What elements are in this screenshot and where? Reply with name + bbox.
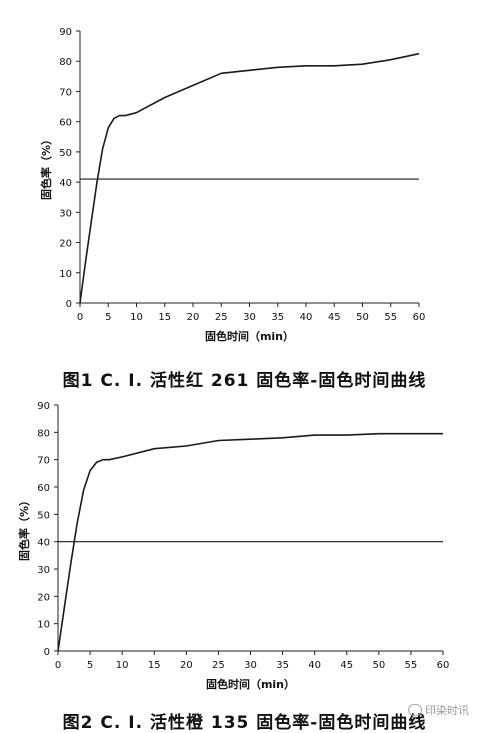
chart1-x-tick-label: 5 [105, 312, 111, 323]
chart2-y-tick-label: 30 [37, 565, 50, 576]
chart2-x-tick-label: 60 [437, 660, 450, 671]
chart1-x-tick-label: 30 [243, 312, 256, 323]
chart1-y-tick-label: 30 [59, 208, 72, 219]
chart2-y-tick-label: 40 [37, 538, 50, 549]
chart1-y-tick-label: 80 [59, 57, 72, 68]
chart2-x-tick-label: 25 [212, 660, 225, 671]
chart1-x-tick-label: 60 [413, 312, 426, 323]
chart2-fixation-rate-line [57, 432, 443, 652]
chart2: 0 5 10 15 20 25 30 35 40 45 50 55 60 0 10 20 30 40 50 60 70 8… [17, 401, 449, 691]
wechat-icon [408, 704, 422, 716]
chart1-x-tick-label: 55 [384, 312, 397, 323]
chart2-x-tick-label: 10 [116, 660, 129, 671]
chart1-caption: 图1 C. I. 活性红 261 固色率-固色时间曲线 [62, 371, 427, 391]
chart1-y-tick-label: 40 [59, 178, 72, 189]
chart2-x-tick-label: 5 [87, 660, 93, 671]
chart1: 0 5 10 15 20 25 30 35 40 45 50 55 60 0 10 20 30 40 50 60 70 8… [39, 27, 425, 343]
chart2-y-tick-label: 20 [37, 592, 50, 603]
chart1-y-tick-label: 60 [59, 118, 72, 129]
chart2-y-axis-label: 固色率（%） [17, 495, 31, 561]
chart1-y-tick-label: 50 [59, 148, 72, 159]
chart1-x-tick-label: 50 [356, 312, 369, 323]
chart1-y-tick-label: 20 [59, 239, 72, 250]
chart2-x-tick-label: 20 [180, 660, 193, 671]
chart2-x-tick-label: 50 [372, 660, 385, 671]
chart1-x-tick-label: 15 [158, 312, 171, 323]
chart2-y-tick-label: 70 [37, 456, 50, 467]
chart1-x-tick-label: 40 [300, 312, 313, 323]
chart1-y-axis-label: 固色率（%） [39, 134, 53, 200]
chart1-x-tick-label: 20 [187, 312, 200, 323]
chart2-y-tick-label: 0 [44, 647, 50, 658]
chart2-y-tick-label: 90 [37, 401, 50, 412]
chart2-x-tick-label: 40 [308, 660, 321, 671]
chart2-x-tick-label: 45 [340, 660, 353, 671]
chart1-y-tick-label: 10 [59, 269, 72, 280]
chart1-x-tick-label: 45 [328, 312, 341, 323]
chart2-y-tick-label: 10 [37, 620, 50, 631]
chart2-y-tick-label: 60 [37, 483, 50, 494]
chart2-x-tick-label: 30 [244, 660, 257, 671]
chart2-x-tick-label: 35 [276, 660, 289, 671]
chart2-x-axis-label: 固色时间（min） [206, 677, 295, 691]
chart2-x-tick-label: 0 [55, 660, 61, 671]
chart1-y-tick-label: 90 [59, 27, 72, 38]
watermark-text: 印染时讯 [425, 704, 469, 717]
chart1-y-tick-label: 70 [59, 87, 72, 98]
watermark: 印染时讯 [408, 702, 469, 718]
chart1-x-tick-label: 10 [130, 312, 143, 323]
chart2-x-tick-label: 55 [405, 660, 418, 671]
chart2-caption: 图2 C. I. 活性橙 135 固色率-固色时间曲线 [62, 713, 427, 733]
chart2-y-tick-label: 80 [37, 428, 50, 439]
chart1-x-axis-label: 固色时间（min） [205, 329, 294, 343]
chart2-x-tick-label: 15 [148, 660, 161, 671]
chart1-fixation-rate-line [79, 52, 420, 304]
chart1-x-tick-label: 25 [215, 312, 228, 323]
chart1-y-tick-label: 0 [66, 299, 72, 310]
chart1-x-tick-label: 0 [77, 312, 83, 323]
chart2-y-tick-label: 50 [37, 510, 50, 521]
chart1-x-tick-label: 35 [271, 312, 284, 323]
